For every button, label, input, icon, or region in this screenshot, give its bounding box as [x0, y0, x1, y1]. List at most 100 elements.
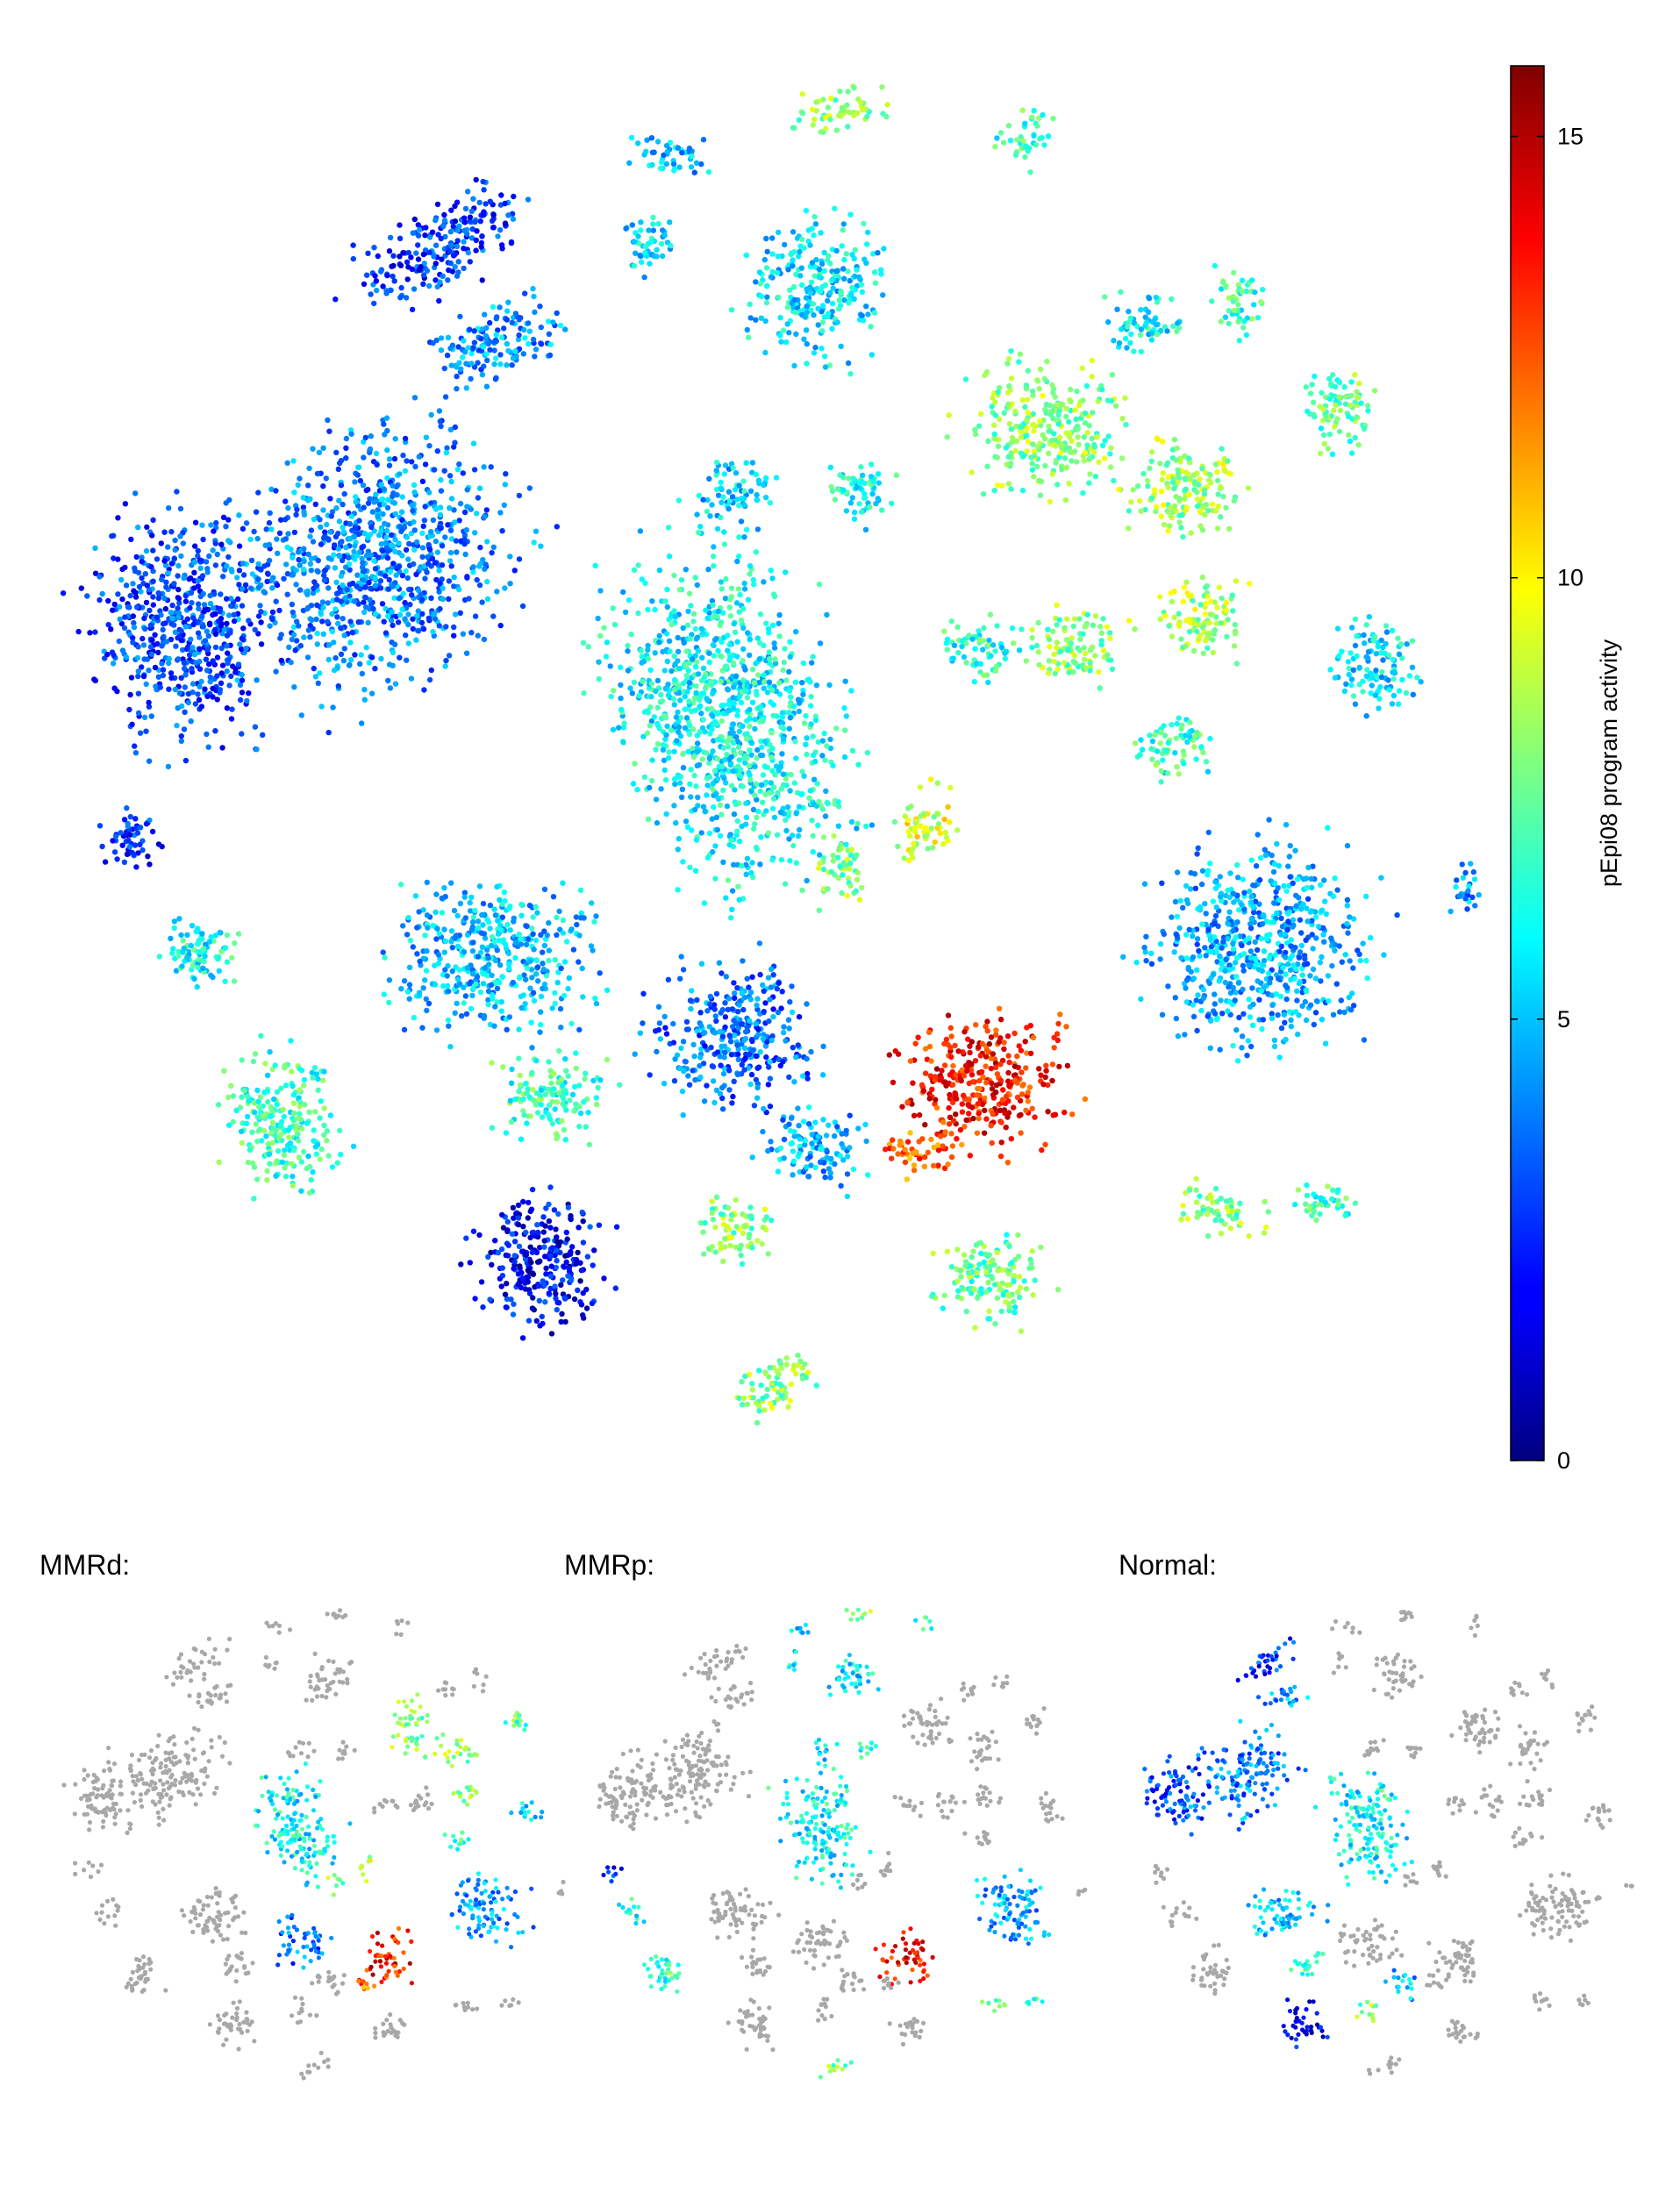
- cell-point: [769, 754, 775, 761]
- cell-point: [331, 552, 337, 558]
- cell-point: [478, 244, 484, 250]
- cell-point: [743, 814, 750, 821]
- cell-point: [1109, 372, 1116, 378]
- cell-point: [325, 618, 331, 625]
- cell-point: [752, 763, 758, 769]
- cell-point: [75, 628, 82, 635]
- cell-point: [1202, 511, 1208, 518]
- cell-point: [1212, 461, 1219, 468]
- cell-point: [1161, 502, 1167, 508]
- cell-point: [333, 579, 340, 585]
- cell-point: [1170, 323, 1176, 330]
- cell-point: [992, 144, 998, 150]
- cell-point: [715, 711, 721, 717]
- cell-point: [483, 332, 490, 339]
- cell-point: [502, 585, 508, 591]
- cell-point: [301, 546, 307, 552]
- cell-point: [1148, 746, 1155, 752]
- cell-point: [386, 248, 393, 254]
- cell-point: [189, 681, 197, 687]
- cell-point: [458, 366, 464, 372]
- cell-point: [420, 281, 426, 287]
- cell-point: [592, 562, 598, 568]
- cell-point: [165, 570, 171, 576]
- cell-point: [282, 517, 289, 523]
- cell-point: [200, 624, 206, 630]
- cell-point: [188, 718, 194, 725]
- cell-point: [718, 579, 725, 585]
- cell-point: [783, 775, 789, 782]
- cell-point: [687, 781, 693, 787]
- cell-point: [436, 568, 442, 574]
- cell-point: [746, 334, 752, 340]
- cell-point: [656, 632, 662, 639]
- cell-point: [509, 362, 515, 368]
- cell-point: [1363, 673, 1370, 679]
- cell-point: [647, 723, 654, 729]
- cell-point: [395, 619, 402, 625]
- cell-point: [752, 725, 758, 732]
- cell-point: [369, 509, 375, 515]
- cell-point: [397, 262, 404, 268]
- cell-point: [1332, 424, 1338, 430]
- cell-point: [176, 690, 183, 696]
- cell-point: [314, 568, 320, 574]
- cell-point: [426, 249, 433, 255]
- cell-point: [456, 360, 462, 366]
- cell-point: [419, 596, 425, 603]
- cell-point: [783, 339, 790, 346]
- cell-point: [471, 467, 478, 473]
- cell-point: [712, 875, 718, 882]
- cell-point: [767, 500, 773, 506]
- cell-point: [384, 272, 390, 279]
- cell-point: [147, 861, 153, 868]
- cell-point: [347, 582, 353, 588]
- cell-point: [1160, 757, 1166, 763]
- cell-point: [231, 618, 238, 625]
- cell-point: [411, 546, 418, 553]
- cell-point: [725, 647, 731, 654]
- cell-point: [648, 135, 655, 141]
- cell-point: [1139, 746, 1146, 753]
- cell-point: [1193, 756, 1199, 762]
- cell-point: [672, 781, 678, 788]
- cell-point: [461, 227, 468, 234]
- cell-point: [787, 858, 793, 864]
- cell-point: [125, 823, 131, 830]
- cell-point: [742, 688, 748, 695]
- cell-point: [826, 682, 833, 689]
- cell-point: [1173, 494, 1179, 500]
- cell-point: [229, 706, 235, 712]
- cell-point: [424, 948, 430, 954]
- cell-point: [1233, 631, 1239, 637]
- cell-point: [747, 776, 754, 782]
- cell-point: [686, 680, 693, 686]
- cell-point: [1230, 298, 1237, 304]
- cell-point: [403, 546, 410, 553]
- cell-point: [400, 590, 406, 597]
- cell-point: [631, 263, 638, 269]
- cell-point: [78, 585, 85, 591]
- cell-point: [841, 256, 847, 263]
- cell-point: [560, 880, 566, 886]
- cell-point: [148, 713, 154, 719]
- cell-point: [740, 723, 746, 729]
- cell-point: [817, 640, 824, 646]
- cell-point: [776, 229, 782, 236]
- cell-point: [690, 611, 697, 617]
- cell-point: [1126, 618, 1133, 624]
- cell-point: [1145, 477, 1151, 484]
- cell-point: [460, 470, 466, 476]
- cell-point: [445, 1017, 452, 1024]
- cell-point: [992, 648, 998, 654]
- cell-point: [705, 168, 712, 175]
- cell-point: [227, 630, 233, 636]
- cell-point: [650, 214, 656, 221]
- cell-point: [109, 532, 115, 539]
- cell-point: [801, 245, 807, 251]
- cell-point: [984, 463, 990, 469]
- cell-point: [744, 695, 750, 701]
- cell-point: [832, 496, 839, 503]
- cell-point: [490, 304, 497, 311]
- cell-point: [468, 361, 475, 367]
